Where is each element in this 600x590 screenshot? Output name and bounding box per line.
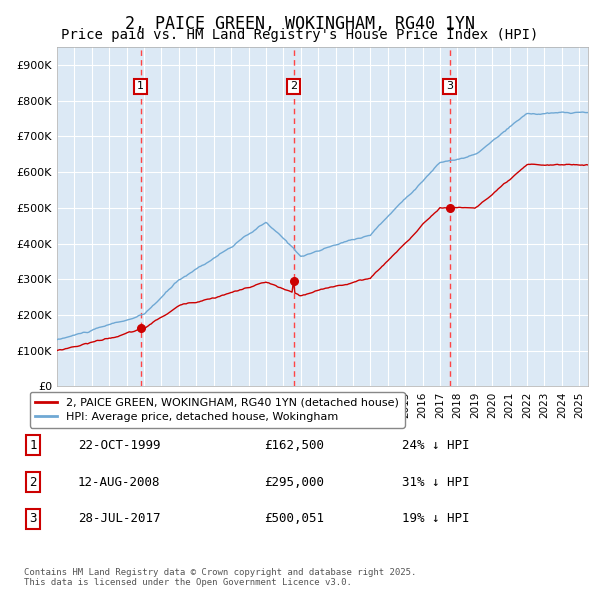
Text: 1: 1 [137, 81, 144, 91]
Text: £500,051: £500,051 [264, 512, 324, 525]
Text: 1: 1 [29, 439, 37, 452]
Text: 2: 2 [290, 81, 298, 91]
Text: Price paid vs. HM Land Registry's House Price Index (HPI): Price paid vs. HM Land Registry's House … [61, 28, 539, 42]
Text: 3: 3 [446, 81, 453, 91]
Text: 3: 3 [29, 512, 37, 525]
Text: 2, PAICE GREEN, WOKINGHAM, RG40 1YN: 2, PAICE GREEN, WOKINGHAM, RG40 1YN [125, 15, 475, 33]
Text: 28-JUL-2017: 28-JUL-2017 [78, 512, 161, 525]
Text: 19% ↓ HPI: 19% ↓ HPI [402, 512, 470, 525]
Text: Contains HM Land Registry data © Crown copyright and database right 2025.
This d: Contains HM Land Registry data © Crown c… [24, 568, 416, 587]
Text: 31% ↓ HPI: 31% ↓ HPI [402, 476, 470, 489]
Text: £162,500: £162,500 [264, 439, 324, 452]
Text: 24% ↓ HPI: 24% ↓ HPI [402, 439, 470, 452]
Legend: 2, PAICE GREEN, WOKINGHAM, RG40 1YN (detached house), HPI: Average price, detach: 2, PAICE GREEN, WOKINGHAM, RG40 1YN (det… [29, 392, 404, 428]
Text: 12-AUG-2008: 12-AUG-2008 [78, 476, 161, 489]
Text: £295,000: £295,000 [264, 476, 324, 489]
Text: 2: 2 [29, 476, 37, 489]
Text: 22-OCT-1999: 22-OCT-1999 [78, 439, 161, 452]
